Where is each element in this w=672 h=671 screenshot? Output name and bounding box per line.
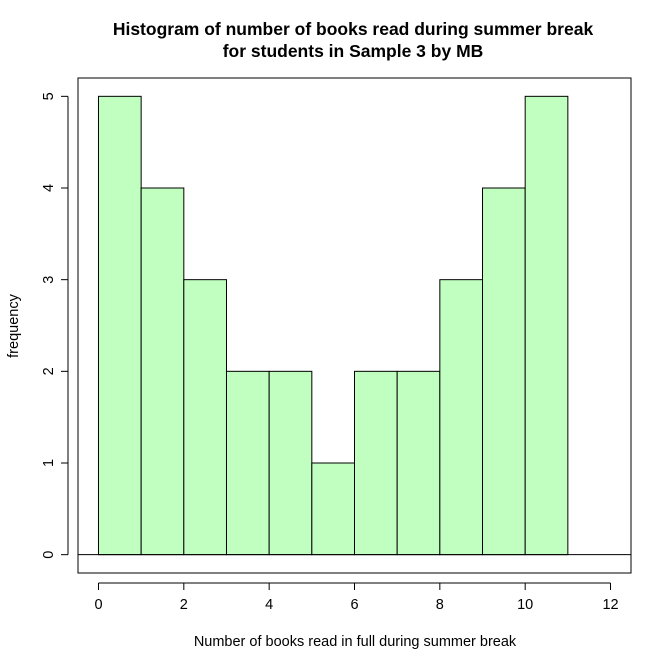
x-tick-label-6: 12 <box>602 597 618 613</box>
histogram-bar-2 <box>183 279 227 556</box>
y-tick-label-4: 4 <box>41 184 57 192</box>
histogram-bar-7 <box>396 370 441 556</box>
x-tick-label-0: 0 <box>94 597 102 613</box>
y-axis-label: frequency <box>6 293 22 357</box>
y-tick-label-0: 0 <box>41 551 57 559</box>
histogram-bar-0 <box>97 95 142 556</box>
x-tick-label-4: 8 <box>436 597 444 613</box>
y-tick-label-2: 2 <box>41 367 57 375</box>
histogram-bar-10 <box>524 95 569 556</box>
x-tick-label-1: 2 <box>180 597 188 613</box>
histogram-bar-3 <box>225 370 270 556</box>
histogram-bar-5 <box>311 462 355 556</box>
histogram-bar-1 <box>140 187 185 556</box>
y-tick-label-3: 3 <box>41 276 57 284</box>
x-tick-label-5: 10 <box>517 597 533 613</box>
chart-title-line-2: for students in Sample 3 by MB <box>223 41 484 61</box>
y-tick-label-5: 5 <box>41 92 57 100</box>
x-axis-label: Number of books read in full during summ… <box>194 634 517 650</box>
histogram-bar-6 <box>354 370 398 556</box>
chart-title-line-1: Histogram of number of books read during… <box>113 19 594 39</box>
y-tick-label-1: 1 <box>41 459 57 467</box>
x-tick-label-3: 6 <box>350 597 358 613</box>
histogram-bar-9 <box>482 187 526 556</box>
histogram-bar-4 <box>268 370 313 556</box>
plot-frame <box>77 77 632 574</box>
x-tick-label-2: 4 <box>265 597 273 613</box>
histogram-bar-8 <box>439 279 484 556</box>
